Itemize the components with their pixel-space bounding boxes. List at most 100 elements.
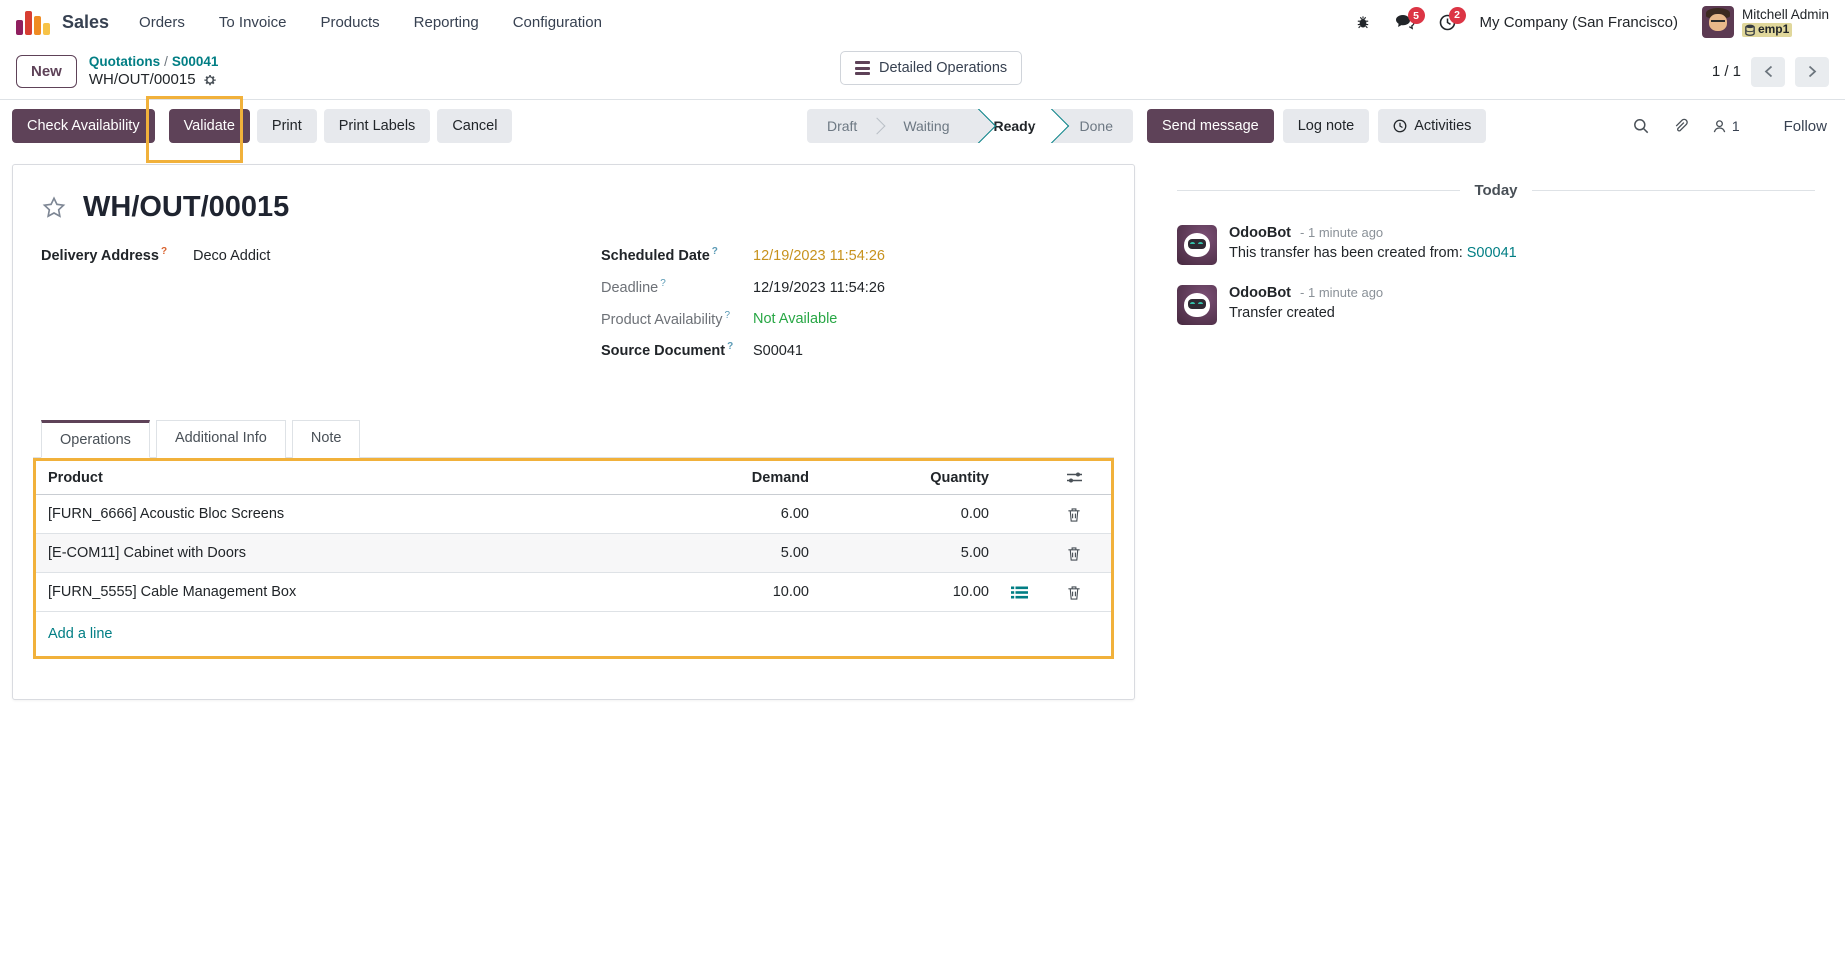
messages-badge: 5 [1407,7,1425,24]
message-author[interactable]: OdooBot [1229,225,1292,241]
send-message-button[interactable]: Send message [1147,109,1274,143]
company-switcher[interactable]: My Company (San Francisco) [1479,13,1678,31]
gear-icon[interactable] [203,73,217,87]
clock-icon [1393,119,1407,133]
source-document-value[interactable]: S00041 [753,343,803,360]
detailed-operations-button[interactable]: Detailed Operations [840,51,1023,85]
row-product[interactable]: [E-COM11] Cabinet with Doors [48,545,246,562]
paperclip-icon[interactable] [1673,118,1688,134]
message-author[interactable]: OdooBot [1229,285,1292,301]
detailed-operations-row-icon[interactable] [1010,586,1028,599]
main-menu: Orders To Invoice Products Reporting Con… [139,14,602,31]
tab-note[interactable]: Note [291,420,361,459]
form-sheet: WH/OUT/00015 Delivery Address? Deco Addi… [12,164,1135,701]
favorite-star-icon[interactable] [41,195,67,221]
scheduled-date-value[interactable]: 12/19/2023 11:54:26 [753,247,885,264]
row-demand[interactable]: 10.00 [772,584,809,601]
column-header-quantity[interactable]: Quantity [930,469,989,486]
person-icon [1713,119,1726,132]
menu-reporting[interactable]: Reporting [413,13,479,31]
row-quantity[interactable]: 0.00 [960,506,989,523]
menu-configuration[interactable]: Configuration [512,13,602,31]
column-header-demand[interactable]: Demand [751,469,809,486]
validate-button[interactable]: Validate [168,109,250,143]
chatter: Today OdooBot - 1 minute ago This transf… [1147,152,1845,700]
row-quantity[interactable]: 10.00 [952,584,989,601]
help-marker: ? [727,341,734,353]
pager-counter: 1 / 1 [1711,63,1741,80]
status-separator [873,109,887,143]
chevron-left-icon [1764,65,1772,78]
column-options-icon[interactable] [1066,470,1083,485]
chatter-message: OdooBot - 1 minute ago This transfer has… [1177,225,1815,265]
table-row[interactable]: [FURN_5555] Cable Management Box 10.00 1… [36,573,1111,613]
breadcrumb-quotations[interactable]: Quotations [88,53,161,69]
hamburger-icon [855,61,870,75]
scheduled-date-label: Scheduled Date? [601,246,718,264]
search-icon[interactable] [1633,118,1649,134]
add-a-line-button[interactable]: Add a line [48,626,113,643]
print-labels-button[interactable]: Print Labels [323,109,431,143]
menu-to-invoice[interactable]: To Invoice [218,13,287,31]
user-name: Mitchell Admin [1741,7,1829,23]
message-time: - 1 minute ago [1300,225,1384,240]
status-bar: Draft Waiting Ready Done [806,109,1133,143]
table-row[interactable]: [FURN_6666] Acoustic Bloc Screens 6.00 0… [36,495,1111,535]
status-draft[interactable]: Draft [826,118,858,134]
message-link-s00041[interactable]: S00041 [1466,245,1517,261]
status-ready[interactable]: Ready [977,109,1052,143]
row-demand[interactable]: 6.00 [780,506,809,523]
odoo-logo-icon[interactable] [16,9,50,35]
trash-icon[interactable] [1067,507,1081,522]
menu-orders[interactable]: Orders [139,13,185,31]
message-time: - 1 minute ago [1300,285,1384,300]
breadcrumb: Quotations / S00041 WH/OUT/00015 [88,53,219,88]
row-demand[interactable]: 5.00 [780,545,809,562]
pager-previous-button[interactable] [1751,56,1785,87]
message-body: Transfer created [1229,305,1335,321]
trash-icon[interactable] [1067,585,1081,600]
cancel-button[interactable]: Cancel [437,109,513,143]
follow-button[interactable]: Follow [1783,117,1827,135]
pager-next-button[interactable] [1795,56,1829,87]
trash-icon[interactable] [1067,546,1081,561]
status-done[interactable]: Done [1079,118,1113,134]
deadline-value[interactable]: 12/19/2023 11:54:26 [753,279,885,296]
print-button[interactable]: Print [256,109,317,143]
help-marker: ? [711,246,718,257]
breadcrumb-current-doc: WH/OUT/00015 [88,70,196,88]
tab-additional-info[interactable]: Additional Info [155,420,286,459]
odoobot-avatar [1177,285,1217,325]
deadline-label: Deadline? [601,277,666,296]
activities-badge: 2 [1448,6,1466,24]
messages-icon[interactable]: 5 [1395,7,1425,30]
action-row: Check Availability Validate Print Print … [0,100,1845,152]
check-availability-button[interactable]: Check Availability [12,109,155,143]
row-product[interactable]: [FURN_6666] Acoustic Bloc Screens [48,506,285,523]
app-name[interactable]: Sales [62,11,110,32]
followers-button[interactable]: 1 [1712,118,1740,134]
breadcrumb-s00041[interactable]: S00041 [171,53,219,69]
status-waiting[interactable]: Waiting [903,118,950,134]
product-availability-value: Not Available [753,311,838,328]
help-marker: ? [160,246,168,257]
menu-products[interactable]: Products [320,13,380,31]
activities-clock-icon[interactable]: 2 [1439,6,1466,31]
bug-icon[interactable] [1355,14,1371,30]
chatter-message: OdooBot - 1 minute ago Transfer created [1177,285,1815,325]
tab-operations[interactable]: Operations [41,420,150,459]
row-quantity[interactable]: 5.00 [960,545,989,562]
day-divider: Today [1177,182,1815,199]
operations-table: Product Demand Quantity [FURN_6666] Acou… [36,461,1111,656]
new-button[interactable]: New [16,55,77,88]
table-row[interactable]: [E-COM11] Cabinet with Doors 5.00 5.00 [36,534,1111,574]
log-note-button[interactable]: Log note [1282,109,1370,143]
help-marker: ? [660,277,666,289]
activities-button[interactable]: Activities [1378,109,1487,143]
delivery-address-value[interactable]: Deco Addict [193,247,271,264]
column-header-product[interactable]: Product [48,469,103,486]
control-panel: New Quotations / S00041 WH/OUT/00015 Detai… [0,44,1845,100]
user-menu[interactable]: Mitchell Admin emp1 [1701,6,1829,38]
row-product[interactable]: [FURN_5555] Cable Management Box [48,584,297,601]
